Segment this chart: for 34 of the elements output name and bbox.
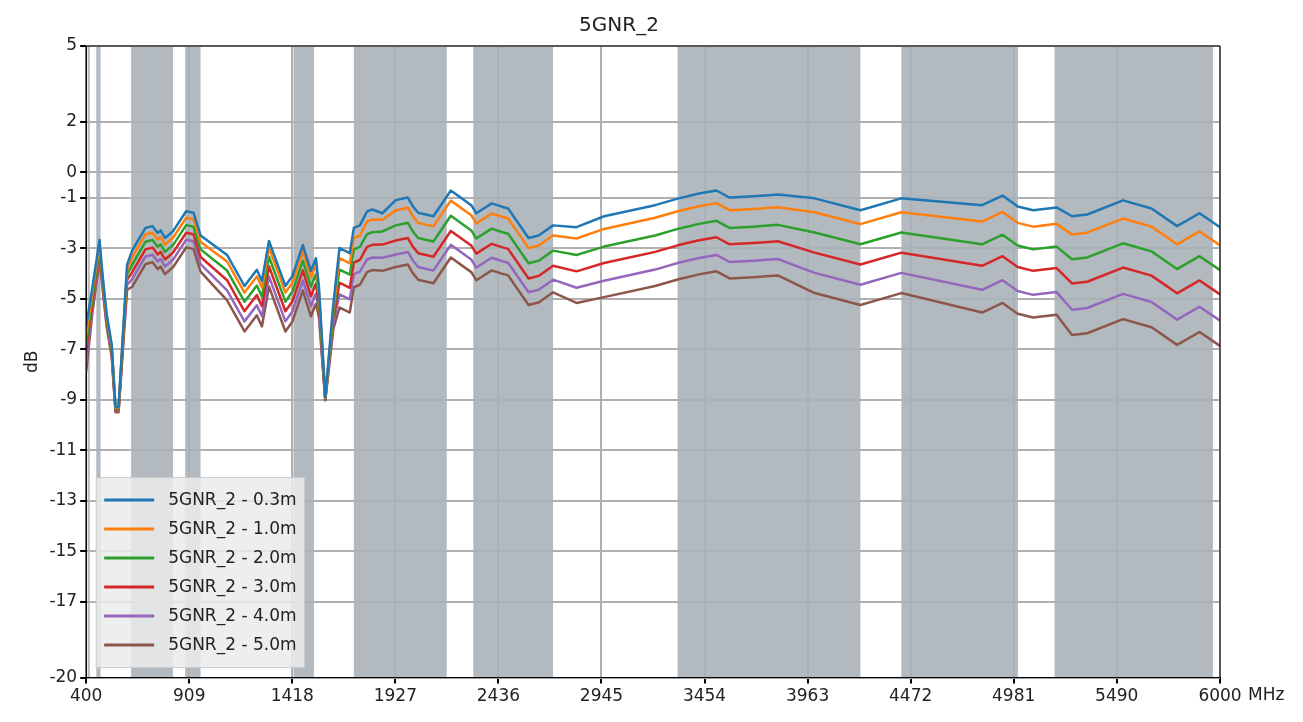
- y-tick-label: -17: [49, 590, 78, 611]
- x-tick-label: 2436: [476, 685, 521, 706]
- y-axis-title: dB: [20, 350, 41, 374]
- legend-label: 5GNR_2 - 4.0m: [168, 604, 297, 626]
- y-tick-label: 0: [66, 160, 78, 181]
- x-tick-label: 5490: [1095, 685, 1139, 706]
- y-tick-label: -15: [49, 539, 78, 560]
- legend-label: 5GNR_2 - 0.3m: [168, 488, 297, 510]
- y-tick-label: -13: [49, 489, 78, 510]
- x-tick-label: 6000: [1198, 685, 1242, 706]
- legend-label: 5GNR_2 - 5.0m: [168, 633, 297, 655]
- x-tick-label: 1927: [373, 685, 417, 706]
- x-tick-label: 909: [173, 685, 206, 706]
- x-tick-label: 4472: [888, 685, 933, 706]
- x-tick-label: 400: [69, 685, 103, 706]
- y-tick-label: -9: [60, 388, 78, 409]
- x-tick-label: 4981: [992, 685, 1036, 706]
- x-tick-label: 1418: [270, 685, 314, 706]
- y-tick-label: -7: [60, 337, 78, 358]
- y-tick-label: -3: [60, 236, 78, 257]
- x-tick-label: 3454: [682, 685, 727, 706]
- y-tick-label: -5: [60, 287, 78, 308]
- x-axis-title: MHz: [1248, 683, 1285, 704]
- y-tick-label: 5: [66, 34, 78, 55]
- x-tick-label: 3963: [785, 685, 830, 706]
- x-tick-label: 2945: [579, 685, 624, 706]
- legend-label: 5GNR_2 - 3.0m: [168, 575, 297, 597]
- legend-label: 5GNR_2 - 2.0m: [168, 546, 297, 568]
- y-tick-label: 2: [66, 110, 78, 131]
- y-tick-label: -1: [60, 186, 78, 207]
- y-tick-label: -11: [49, 438, 78, 459]
- chart-title: 5GNR_2: [579, 12, 659, 37]
- y-tick-label: -20: [49, 666, 78, 687]
- legend-label: 5GNR_2 - 1.0m: [168, 517, 297, 539]
